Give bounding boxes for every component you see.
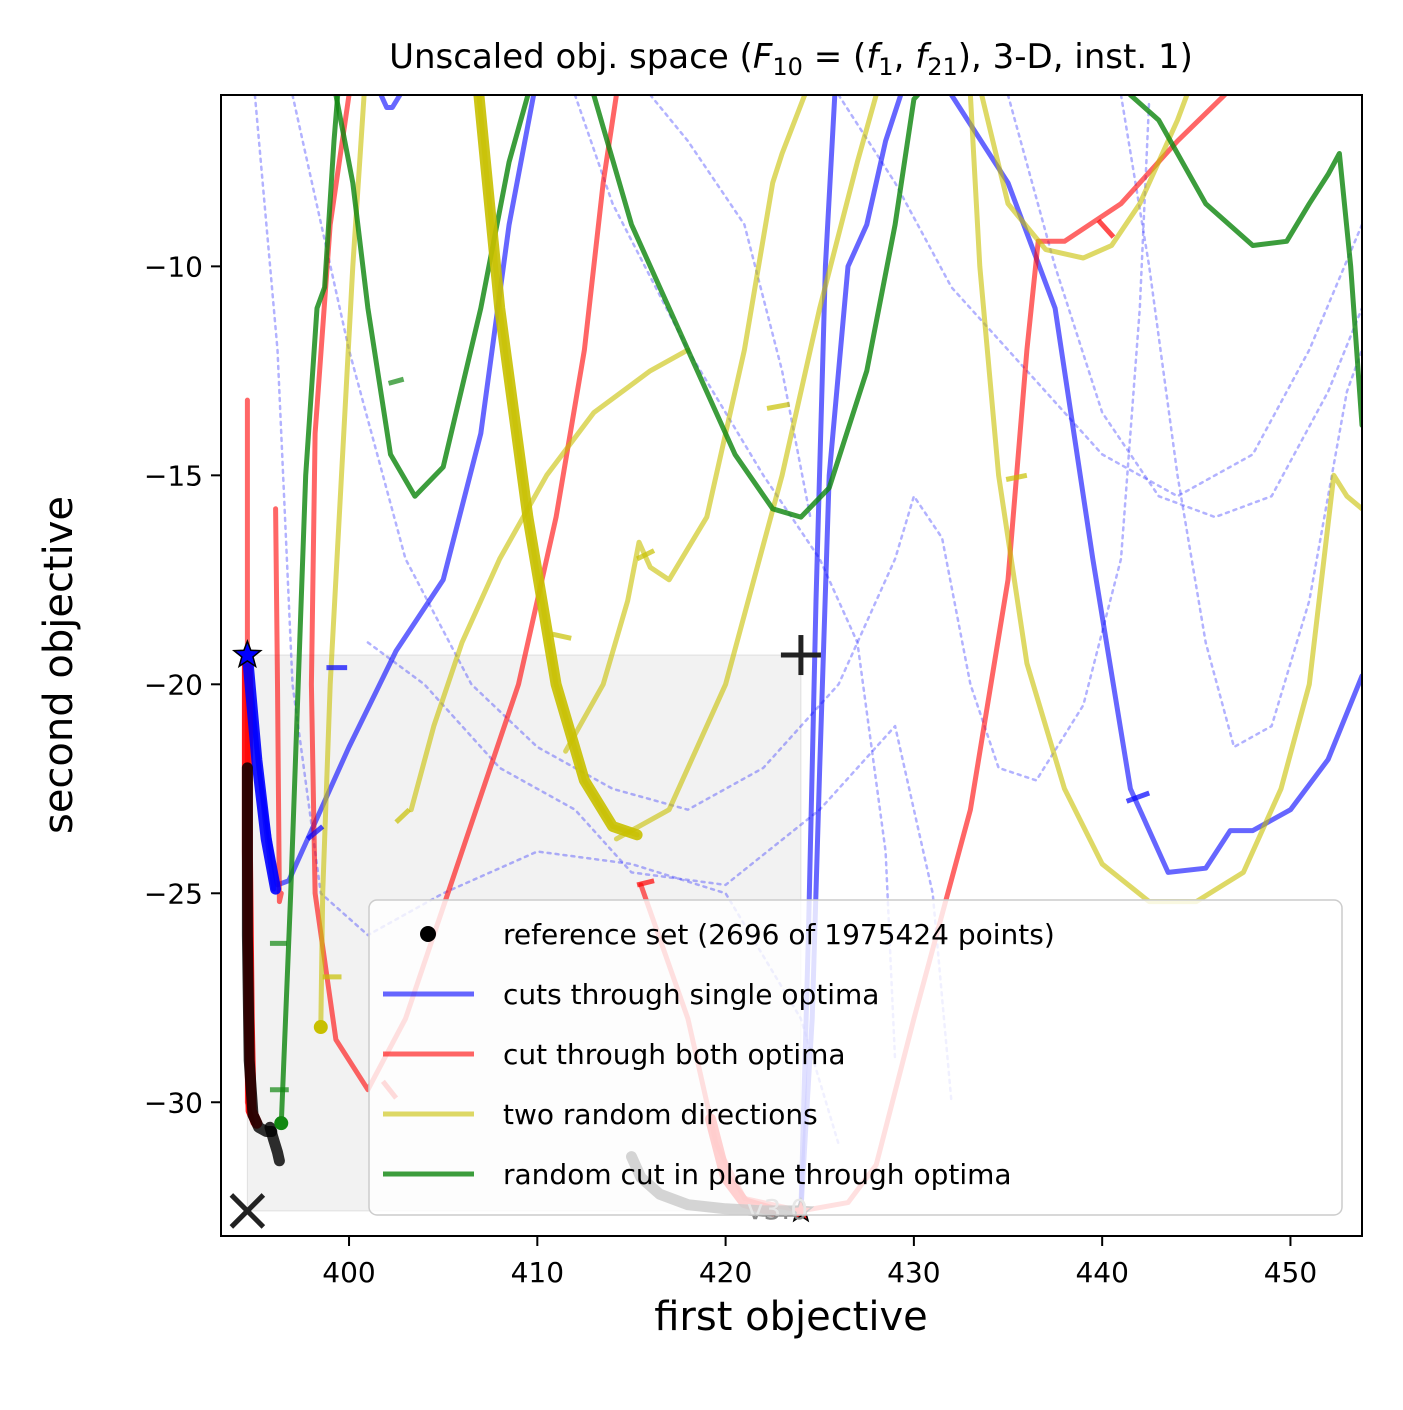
series-line-cuts-through-single-optima-dotted: [573, 95, 897, 1062]
reference-set-curve: [264, 1121, 285, 1167]
step-mark: [766, 401, 791, 411]
y-tick-label: −25: [144, 877, 203, 910]
series-line-cuts-through-single-optima-dotted: [366, 641, 953, 1104]
step-mark: [1005, 472, 1028, 482]
y-tick-label: −20: [144, 668, 203, 701]
series-end-point: [313, 1020, 328, 1035]
legend-label: two random directions: [503, 1098, 818, 1131]
legend: reference set (2696 of 1975424 points) cu…: [368, 899, 1343, 1216]
legend-label: reference set (2696 of 1975424 points): [503, 918, 1055, 951]
plot-frame: [220, 94, 1363, 1237]
legend-marker-reference-set: [420, 926, 436, 942]
x-tick-label: 400: [322, 1256, 375, 1289]
y-tick-label: −15: [144, 459, 203, 492]
step-mark: [1096, 218, 1116, 239]
series-line-random-cut-in-plane-through-optima: [591, 95, 921, 520]
series-end-point: [274, 1116, 289, 1131]
series-line-random-cut-in-plane-through-optima: [278, 95, 341, 1126]
series-line-random-cut-in-plane-through-optima: [1127, 95, 1362, 428]
series-line-cut-through-both-optima: [273, 506, 284, 905]
x-tick-label: 430: [887, 1256, 940, 1289]
series-line-two-random-directions: [563, 95, 808, 754]
step-mark: [306, 824, 325, 841]
series-line-cuts-through-single-optima-dotted: [649, 95, 812, 519]
series-line-cuts-through-single-optima: [378, 95, 403, 110]
step-mark: [551, 631, 572, 641]
step-marks-layer: [269, 218, 1151, 1100]
step-mark: [1125, 790, 1151, 804]
step-mark: [636, 548, 656, 562]
series-line-cuts-through-single-optima: [949, 95, 1362, 875]
ideal-point-marker: [229, 1193, 266, 1229]
legend-box: [368, 899, 1343, 1216]
y-axis-label: second objective: [36, 496, 82, 834]
x-tick-label: 420: [699, 1256, 752, 1289]
series-line-two-random-directions: [613, 95, 879, 842]
y-tick-label: −10: [144, 250, 203, 283]
chart-title: Unscaled obj. space (F10 = (f1, f21), 3-…: [389, 37, 1193, 81]
x-tick-label: 410: [511, 1256, 564, 1289]
optimum-1-star: [231, 638, 263, 669]
step-mark: [394, 807, 412, 825]
legend-label: random cut in plane through optima: [503, 1158, 1012, 1191]
x-tick-label: 450: [1264, 1256, 1317, 1289]
series-line-cuts-through-single-optima-dotted: [291, 95, 1151, 811]
legend-label: cuts through single optima: [503, 978, 879, 1011]
legend-label: cut through both optima: [503, 1038, 846, 1071]
series-line-two-random-directions: [318, 95, 367, 1030]
series-line-cuts-through-single-optima-dotted: [1006, 95, 1362, 519]
series-line-two-random-directions: [979, 95, 1190, 261]
series-line-cuts-through-single-optima-dotted: [1119, 95, 1362, 749]
series-line-random-cut-in-plane-through-optima: [333, 95, 531, 499]
x-tick-label: 440: [1075, 1256, 1128, 1289]
x-axis-label: first objective: [654, 1294, 928, 1340]
y-tick-label: −30: [144, 1086, 203, 1119]
series-line-cuts-through-single-optima-dotted: [837, 95, 1362, 498]
step-mark: [636, 878, 655, 888]
thick-segment-two-random-directions: [473, 95, 643, 841]
axes-layer: 400 410 420 430 440 450 −10 −15 −20 −25 −30: [144, 250, 1317, 1289]
step-mark: [387, 376, 405, 386]
thick-segment-cuts-through-single-optima: [241, 649, 282, 895]
